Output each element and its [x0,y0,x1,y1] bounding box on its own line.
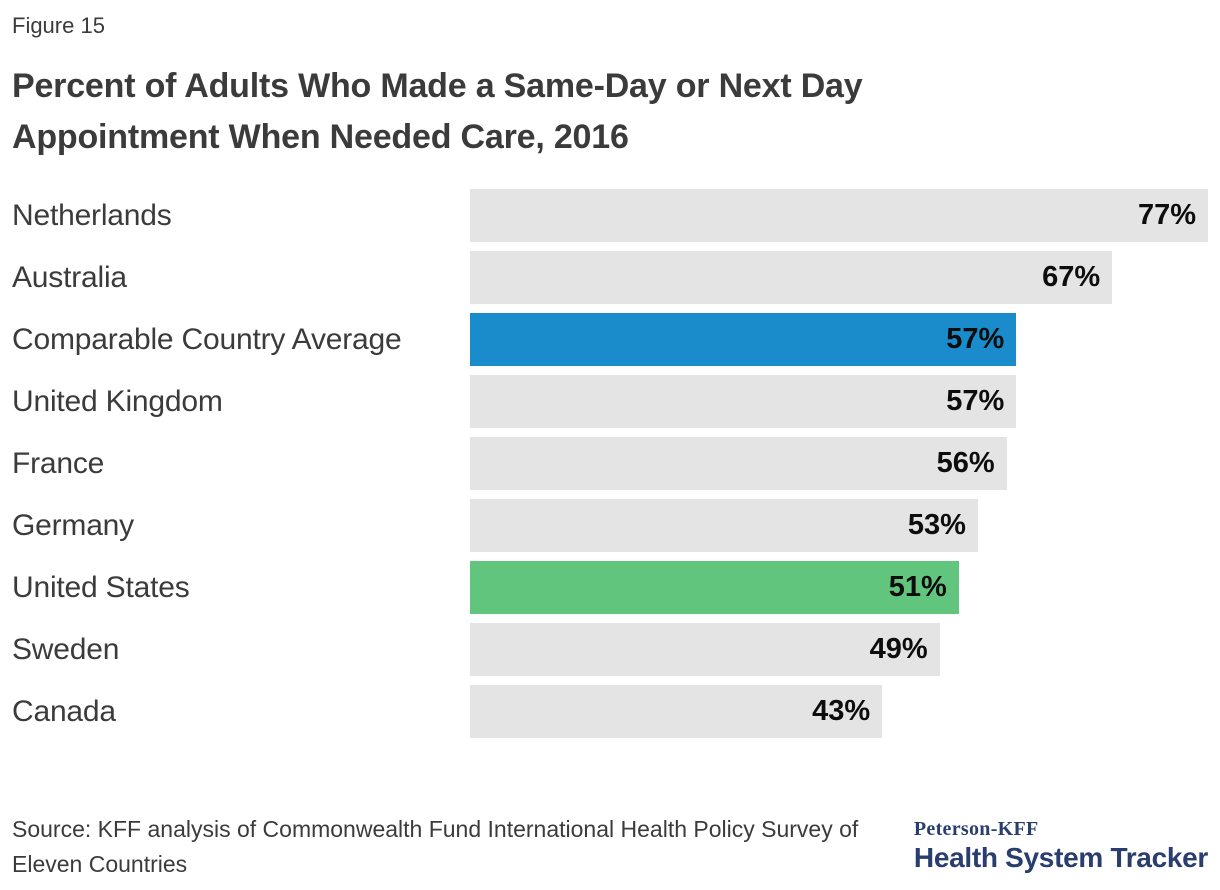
value-bar: 67% [470,251,1113,304]
bar-value-label: 49% [869,633,928,665]
logo-health-system-tracker: Health System Tracker [913,842,1208,873]
country-label: Germany [12,509,134,542]
bar-track: 77% [470,189,1208,242]
country-label: Canada [12,695,116,728]
bar-value-label: 77% [1137,199,1196,231]
chart-row: Germany 53% [12,499,1208,552]
value-bar: 51% [470,561,959,614]
bar-value-label: 56% [936,447,995,479]
bar-value-label: 67% [1042,261,1101,293]
value-bar: 77% [470,189,1208,242]
value-bar: 49% [470,623,940,676]
bar-track: 51% [470,561,1208,614]
country-label: United States [12,571,190,604]
country-label: Australia [12,261,127,294]
bar-track: 56% [470,437,1208,490]
value-bar: 56% [470,437,1007,490]
value-bar: 43% [470,685,883,738]
bar-value-label: 57% [946,323,1005,355]
chart-row: United Kingdom 57% [12,375,1208,428]
bar-value-label: 53% [907,509,966,541]
country-label: Sweden [12,633,120,666]
bar-track: 67% [470,251,1208,304]
country-label: United Kingdom [12,385,223,418]
chart-row: Sweden 49% [12,623,1208,676]
chart-row: Canada 43% [12,685,1208,738]
figure-label: Figure 15 [12,13,105,38]
bar-value-label: 43% [812,695,871,727]
country-label: Netherlands [12,199,172,232]
chart-title: Percent of Adults Who Made a Same-Day or… [12,67,863,156]
bar-track: 53% [470,499,1208,552]
bar-track: 57% [470,313,1208,366]
chart-row: Australia 67% [12,251,1208,304]
bar-chart: Netherlands 77% Australia 67% Comparable Cou… [12,189,1208,738]
country-label: France [12,447,105,480]
bar-track: 57% [470,375,1208,428]
logo-brand-peterson-kff: Peterson-KFF [913,818,1039,840]
brand-logo: Peterson-KFF Health System Tracker [914,818,1208,874]
source-note: Source: KFF analysis of Commonwealth Fun… [12,816,859,877]
bar-value-label: 51% [888,571,947,603]
country-label: Comparable Country Average [12,323,402,356]
value-bar: 53% [470,499,978,552]
value-bar: 57% [470,313,1017,366]
bar-value-label: 57% [946,385,1005,417]
bar-track: 49% [470,623,1208,676]
chart-row: United States 51% [12,561,1208,614]
chart-row: Comparable Country Average 57% [12,313,1208,366]
value-bar: 57% [470,375,1017,428]
chart-row: Netherlands 77% [12,189,1208,242]
chart-row: France 56% [12,437,1208,490]
bar-track: 43% [470,685,1208,738]
